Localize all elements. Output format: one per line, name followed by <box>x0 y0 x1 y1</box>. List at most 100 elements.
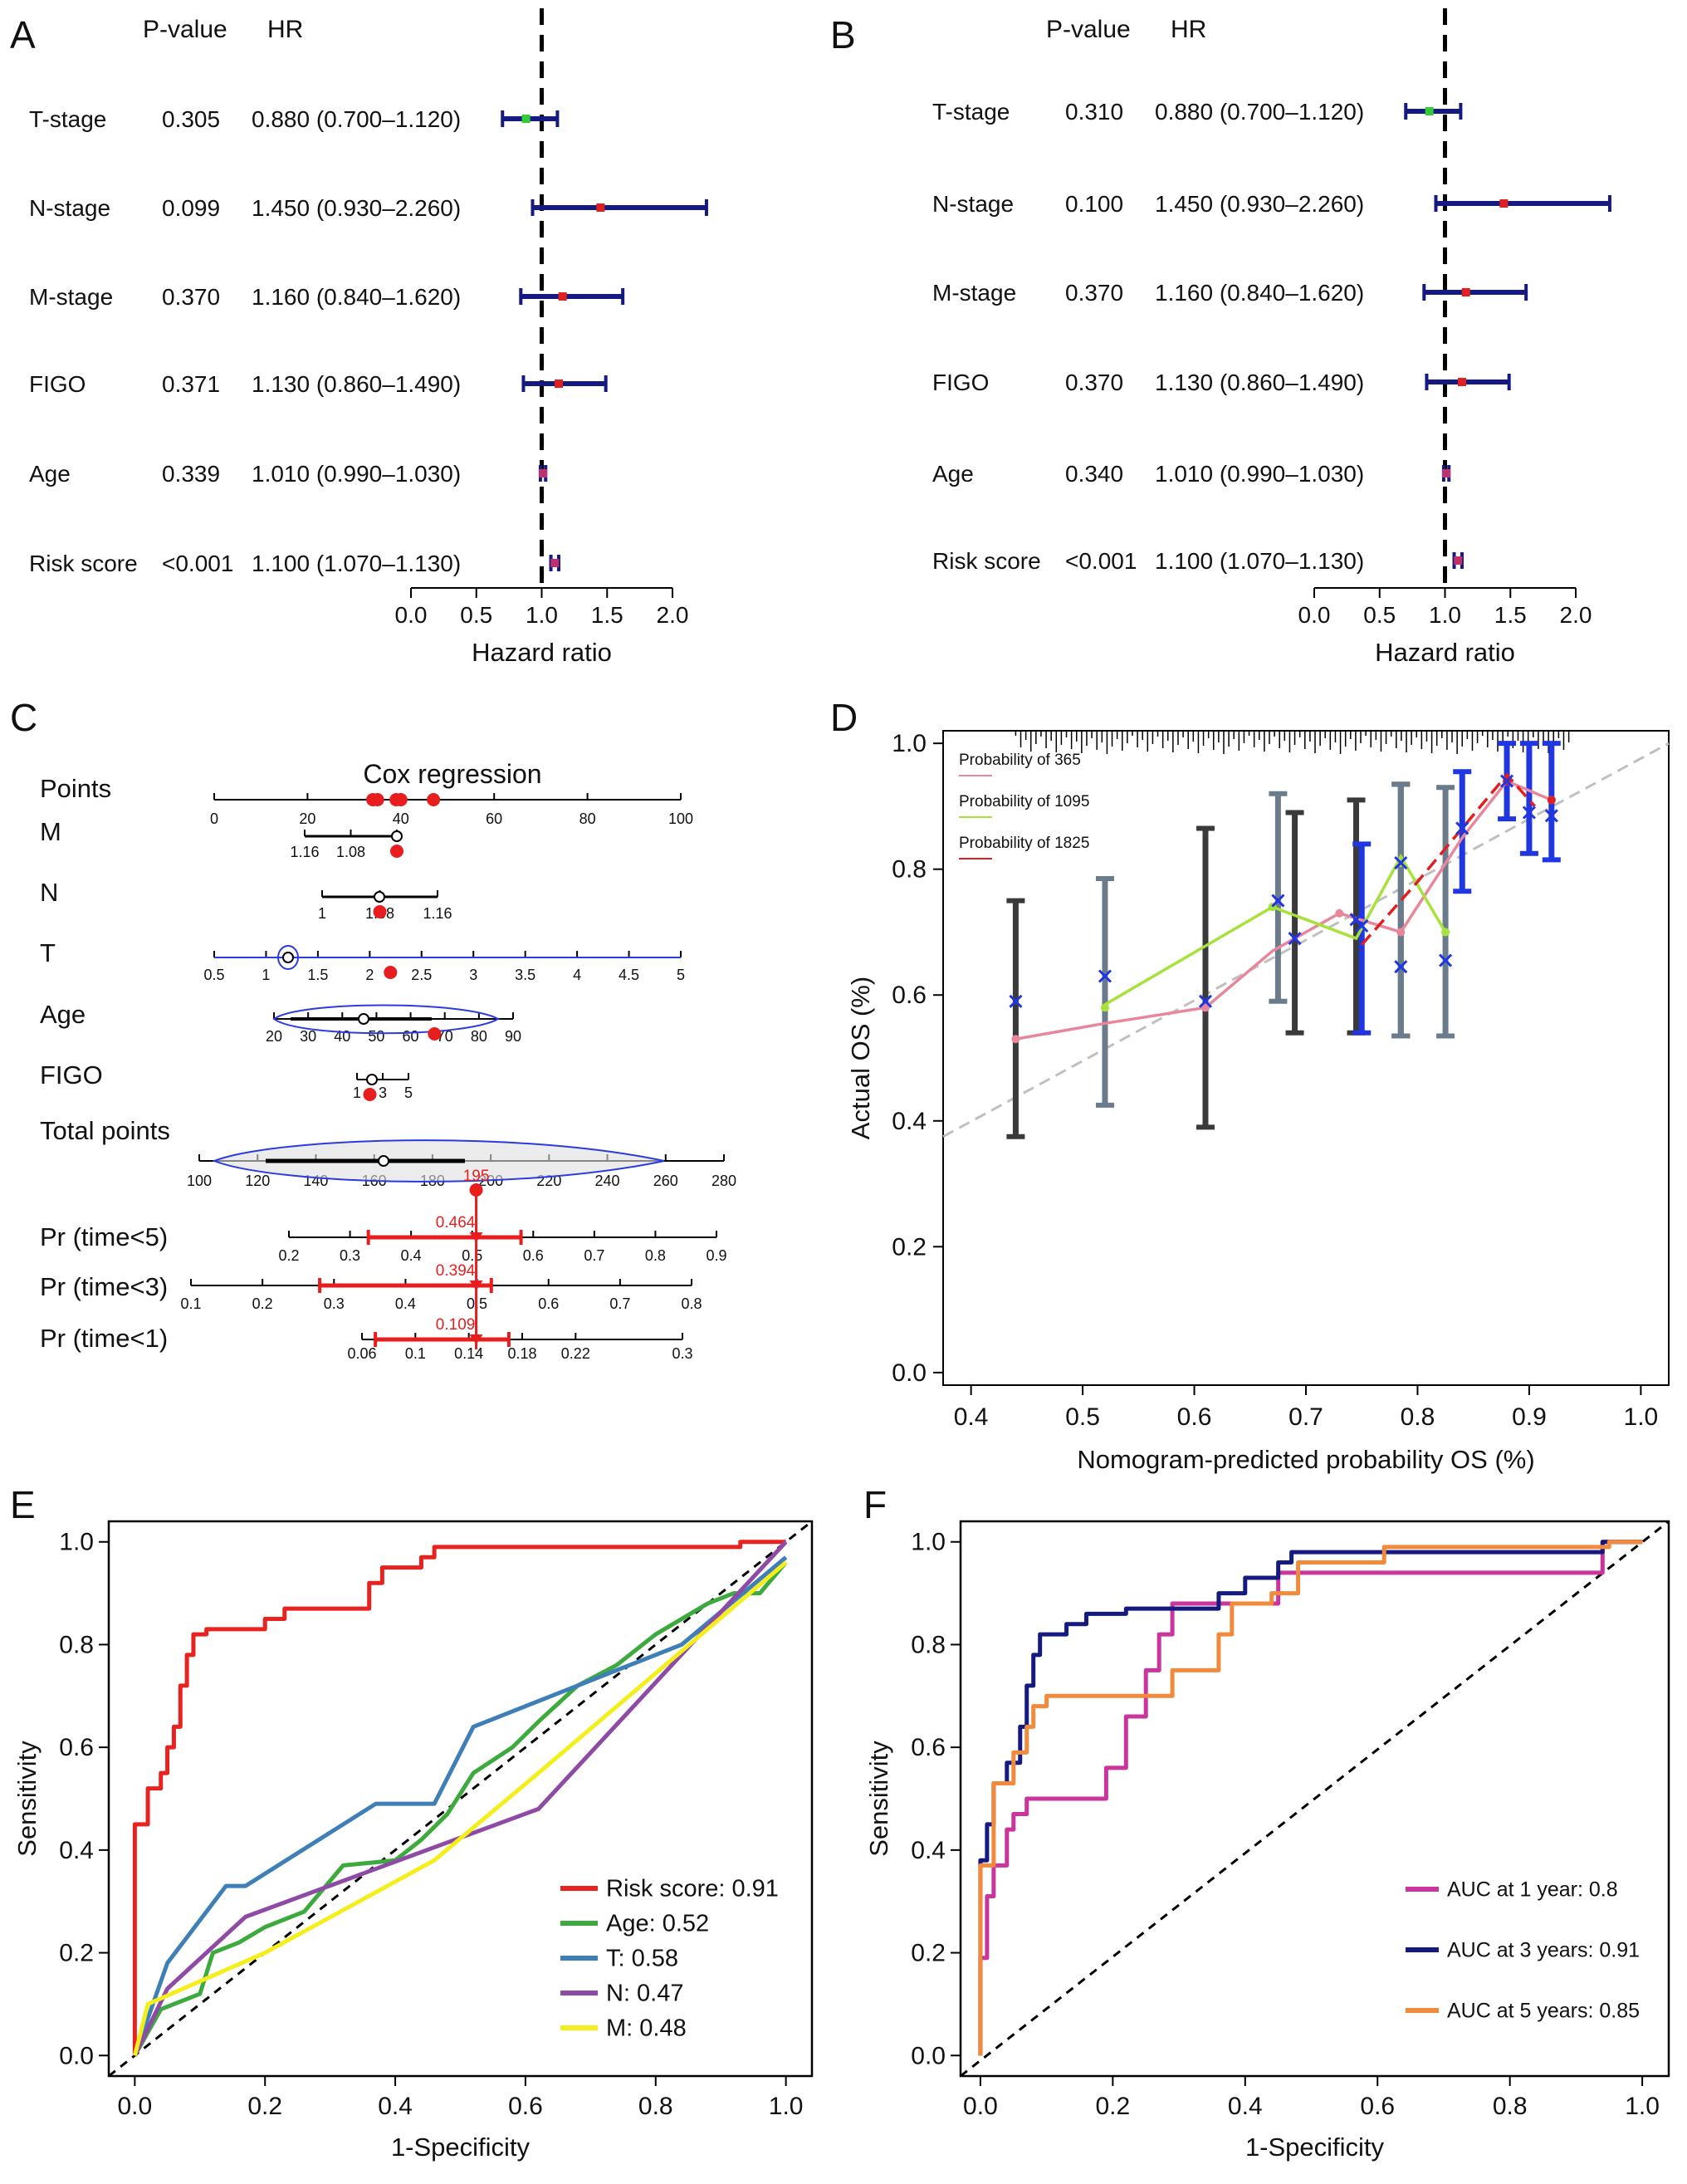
x-tick-label: 0.2 <box>1095 2093 1130 2120</box>
row-hr: 1.450 (0.930–2.260) <box>252 195 461 221</box>
hr-point <box>554 380 563 388</box>
median-marker <box>374 891 385 903</box>
x-marker <box>1499 774 1514 788</box>
row-label: M-stage <box>932 280 1016 306</box>
y-axis-label: Sensitivity <box>12 1741 42 1857</box>
row-pvalue: <0.001 <box>1065 548 1137 574</box>
x-tick-label: 1.0 <box>1624 1403 1659 1431</box>
x-axis-label: Hazard ratio <box>472 638 612 667</box>
y-tick-label: 0.0 <box>892 1359 927 1387</box>
nomogram-row-label: Pr (time<5) <box>40 1222 168 1251</box>
plot-frame <box>959 1520 1670 2078</box>
probability-marker <box>469 1281 483 1290</box>
x-tick-label: 0.5 <box>1363 602 1396 628</box>
median-marker <box>391 830 403 842</box>
panel-b-forest-plot: B P-value HR T-stage 0.310 0.880 (0.700–1.120… <box>830 8 1611 667</box>
x-tick-label: 1.0 <box>1429 602 1461 628</box>
row-label: Risk score <box>29 551 138 576</box>
x-marker <box>1009 994 1023 1008</box>
chance-diagonal <box>960 1520 1670 2078</box>
row-label: N-stage <box>932 191 1014 217</box>
selected-point <box>370 793 384 806</box>
x-tick-label: 0.6 <box>508 2093 543 2120</box>
panel-label-d: D <box>830 696 858 739</box>
nomogram-title: Cox regression <box>363 759 541 789</box>
nomogram-tick-label: 280 <box>711 1173 736 1189</box>
nomogram-tick-label: 2 <box>365 967 374 983</box>
y-tick-label: 0.4 <box>59 1837 94 1864</box>
probability-marker <box>469 1334 483 1344</box>
nomogram-tick-label: 0 <box>210 810 218 827</box>
calibration-point <box>1200 1003 1210 1012</box>
nomogram-tick-label: 3 <box>379 1085 387 1101</box>
x-tick-label: 0.7 <box>1288 1403 1323 1431</box>
nomogram-tick-label: 1.08 <box>336 844 365 860</box>
selected-point <box>394 793 408 806</box>
x-marker <box>1198 994 1213 1008</box>
nomogram-tick-label: 80 <box>579 810 596 827</box>
nomogram-tick-label: 120 <box>245 1173 270 1189</box>
panel-label-c: C <box>10 696 37 739</box>
nomogram-tick-label: 40 <box>334 1028 350 1045</box>
x-marker <box>1439 953 1453 967</box>
row-hr: 1.100 (1.070–1.130) <box>252 551 461 576</box>
probability-annotation: 0.464 <box>436 1214 476 1232</box>
y-tick-label: 0.2 <box>59 1940 94 1967</box>
hr-point <box>1442 469 1451 477</box>
nomogram-tick-label: 0.8 <box>645 1247 666 1264</box>
nomogram-tick-label: 0.14 <box>454 1345 483 1362</box>
row-label: FIGO <box>29 371 86 397</box>
y-tick-label: 0.4 <box>911 1837 946 1864</box>
x-axis-label: Nomogram-predicted probability OS (%) <box>1077 1445 1534 1474</box>
nomogram-tick-label: 40 <box>393 810 409 827</box>
x-tick-label: 0.6 <box>1360 2093 1395 2120</box>
selected-point <box>384 966 398 979</box>
nomogram-tick-label: 0.1 <box>180 1295 201 1312</box>
nomogram-tick-label: 260 <box>653 1173 678 1189</box>
nomogram-tick-label: 1.16 <box>290 844 319 860</box>
roc-curve <box>978 1540 1643 2056</box>
nomogram-row-label: M <box>40 817 61 846</box>
nomogram-tick-label: 0.7 <box>584 1247 604 1264</box>
hr-point <box>1499 199 1509 208</box>
x-tick-label: 0.2 <box>247 2093 282 2120</box>
x-tick-label: 1.5 <box>591 602 623 628</box>
median-marker <box>358 1013 369 1025</box>
nomogram-tick-label: 0.18 <box>507 1345 536 1362</box>
reference-diagonal <box>942 742 1670 1139</box>
row-label: N-stage <box>29 195 110 221</box>
row-pvalue: 0.100 <box>1065 191 1123 217</box>
legend-entry: Probability of 365 <box>959 752 1081 769</box>
pvalue-header: P-value <box>1046 16 1131 43</box>
roc-curve <box>133 1555 788 2057</box>
row-label: Age <box>29 461 71 487</box>
nomogram-tick-label: 0.1 <box>405 1345 426 1362</box>
nomogram-tick-label: 60 <box>486 810 502 827</box>
nomogram-tick-label: 0.3 <box>672 1345 692 1362</box>
probability-marker <box>469 1232 483 1242</box>
row-pvalue: 0.370 <box>1065 370 1123 395</box>
x-tick-label: 0.0 <box>118 2093 153 2120</box>
roc-curve <box>132 1560 788 2056</box>
selected-point <box>428 1027 442 1041</box>
nomogram-tick-label: 0.9 <box>706 1247 726 1264</box>
row-pvalue: 0.370 <box>1065 280 1123 306</box>
panel-f-roc-plot: F 0.0 0.2 0.4 0.6 0.8 1.0 0.0 0.2 0.4 0.6 0.8 1.0 1-S… <box>863 1483 1670 2162</box>
hr-point <box>550 559 560 567</box>
calibration-point <box>1335 908 1344 918</box>
row-label: Risk score <box>932 548 1041 574</box>
y-tick-label: 0.0 <box>59 2042 94 2069</box>
x-tick-label: 0.4 <box>954 1403 989 1431</box>
y-tick-label: 0.2 <box>911 1940 946 1967</box>
y-tick-label: 1.0 <box>59 1529 94 1556</box>
legend-entry: AUC at 3 years: 0.91 <box>1447 1938 1640 1961</box>
y-tick-label: 0.8 <box>892 856 927 884</box>
roc-curve <box>132 1540 786 2056</box>
nomogram-tick-label: 1 <box>262 967 270 983</box>
roc-curve <box>133 1560 788 2057</box>
legend-entry: Probability of 1825 <box>959 835 1089 852</box>
legend-entry: AUC at 1 year: 0.8 <box>1447 1878 1618 1901</box>
panel-label-e: E <box>10 1483 36 1526</box>
row-hr: 1.010 (0.990–1.030) <box>1155 461 1364 487</box>
